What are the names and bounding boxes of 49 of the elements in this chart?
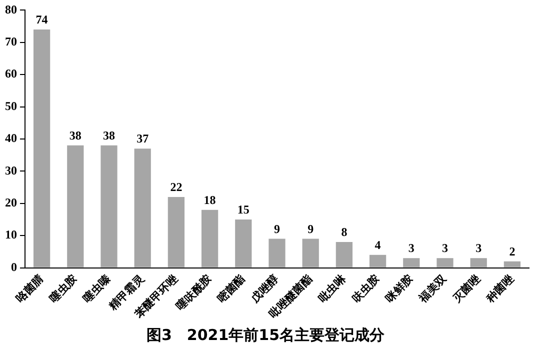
y-tick-label: 50 [5, 98, 17, 113]
x-tick-label: 吡虫啉 [316, 272, 350, 305]
y-tick-label: 70 [5, 34, 17, 48]
bar [369, 254, 386, 268]
data-label: 18 [204, 192, 216, 207]
y-tick-label: 20 [5, 195, 17, 210]
data-label: 2 [509, 244, 516, 258]
bar [470, 258, 487, 268]
bar [436, 258, 454, 268]
data-label: 3 [476, 241, 482, 256]
y-tick-label: 30 [5, 163, 17, 178]
y-tick-label: 40 [5, 131, 17, 146]
data-label: 4 [374, 238, 381, 252]
bar [504, 261, 521, 268]
bar [33, 30, 50, 268]
data-label: 37 [136, 132, 149, 146]
data-label: 3 [442, 241, 448, 256]
bar [336, 242, 353, 268]
x-tick-label: 咯菌腈 [13, 272, 46, 305]
x-tick-label: 呋虫胺 [349, 272, 382, 305]
bar [168, 196, 185, 268]
data-label: 9 [274, 222, 280, 236]
bar [67, 145, 84, 268]
data-label: 3 [408, 241, 414, 256]
data-label: 38 [103, 128, 115, 143]
y-tick-label: 0 [11, 260, 17, 274]
x-tick-label: 福美双 [416, 272, 450, 306]
data-label: 22 [170, 180, 182, 194]
x-tick-label: 嘧菌酯 [215, 272, 248, 305]
data-label: 74 [36, 12, 48, 27]
bar [134, 148, 151, 268]
data-label: 38 [69, 128, 82, 143]
bar [235, 219, 252, 268]
x-tick-label: 灭菌唑 [450, 272, 483, 305]
bar [403, 258, 420, 268]
bar [100, 145, 118, 268]
x-tick-label: 咪鲜胺 [383, 272, 416, 305]
y-tick-label: 80 [5, 2, 17, 16]
y-tick-label: 60 [5, 66, 17, 81]
data-label: 9 [308, 222, 314, 236]
text: 图3 2021年前15名主要登记成分 [146, 326, 386, 344]
bar [201, 210, 218, 268]
data-label: 15 [237, 202, 250, 217]
bar [302, 238, 319, 268]
y-tick-label: 10 [5, 228, 17, 242]
data-label: 8 [341, 225, 348, 240]
bar [268, 238, 286, 268]
x-tick-label: 噻虫胺 [47, 272, 80, 305]
x-tick-label: 种菌唑 [483, 272, 516, 306]
